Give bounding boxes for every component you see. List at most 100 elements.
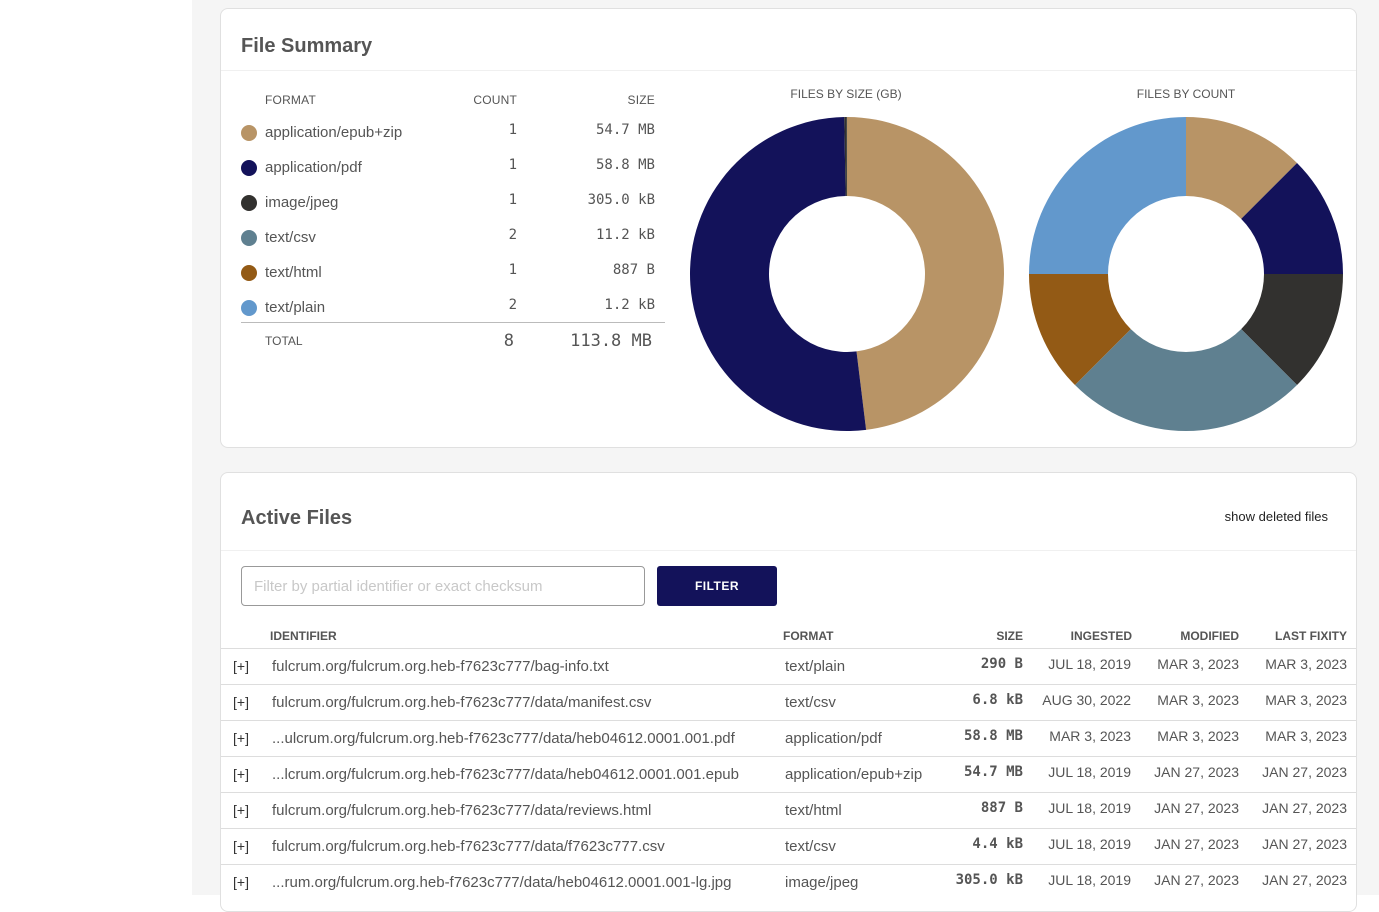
card-divider — [221, 550, 1356, 551]
ingested-column-header[interactable]: INGESTED — [1021, 629, 1132, 643]
file-identifier: ...lcrum.org/fulcrum.org.heb-f7623c777/d… — [272, 766, 739, 783]
file-format: text/csv — [785, 838, 836, 855]
file-last-fixity-date: MAR 3, 2023 — [1241, 692, 1347, 708]
file-last-fixity-date: JAN 27, 2023 — [1241, 800, 1347, 816]
file-last-fixity-date: JAN 27, 2023 — [1241, 836, 1347, 852]
file-row: [+] fulcrum.org/fulcrum.org.heb-f7623c777… — [221, 828, 1357, 864]
file-identifier: ...ulcrum.org/fulcrum.org.heb-f7623c777/… — [272, 730, 735, 747]
legend-color-dot — [241, 160, 257, 176]
files-by-count-donut-chart — [1026, 114, 1346, 434]
file-format: text/plain — [785, 658, 845, 675]
file-size: 887 B — [921, 800, 1023, 816]
show-deleted-files-link[interactable]: show deleted files — [1225, 509, 1328, 524]
file-size: 305.0 kB — [921, 872, 1023, 888]
file-ingested-date: JUL 18, 2019 — [1021, 656, 1131, 672]
size-column-header[interactable]: SIZE — [921, 629, 1023, 643]
file-ingested-date: JUL 18, 2019 — [1021, 836, 1131, 852]
files-by-size-donut-chart — [687, 114, 1007, 434]
expand-row-button[interactable]: [+] — [233, 802, 249, 818]
summary-size: 58.8 MB — [541, 157, 655, 173]
file-size: 54.7 MB — [921, 764, 1023, 780]
summary-size: 54.7 MB — [541, 122, 655, 138]
file-last-fixity-date: MAR 3, 2023 — [1241, 656, 1347, 672]
donut-slice-application-pdf[interactable] — [690, 117, 866, 431]
summary-count: 1 — [461, 157, 517, 173]
file-row: [+]fulcrum.org/fulcrum.org.heb-f7623c777… — [221, 792, 1357, 828]
file-modified-date: MAR 3, 2023 — [1131, 692, 1239, 708]
file-modified-date: JAN 27, 2023 — [1131, 872, 1239, 888]
summary-row: application/pdf 1 58.8 MB — [221, 155, 661, 190]
total-label: TOTAL — [265, 334, 303, 348]
file-last-fixity-date: MAR 3, 2023 — [1241, 728, 1347, 744]
file-format: text/csv — [785, 694, 836, 711]
left-gutter — [0, 0, 192, 895]
summary-format: application/pdf — [265, 159, 362, 176]
donut-slice-text-plain[interactable] — [1029, 117, 1186, 274]
file-size: 6.8 kB — [921, 692, 1023, 708]
file-ingested-date: JUL 18, 2019 — [1021, 764, 1131, 780]
donut-slice-application-epub-zip[interactable] — [847, 117, 1004, 430]
format-header: FORMAT — [265, 93, 316, 107]
size-chart-title: FILES BY SIZE (GB) — [686, 87, 1006, 101]
filter-button[interactable]: FILTER — [657, 566, 777, 606]
file-row: [+] ...ulcrum.org/fulcrum.org.heb-f7623c7… — [221, 720, 1357, 756]
file-size: 4.4 kB — [921, 836, 1023, 852]
expand-row-button[interactable]: [+] — [233, 838, 249, 854]
file-format: image/jpeg — [785, 874, 858, 891]
modified-column-header[interactable]: MODIFIED — [1131, 629, 1239, 643]
file-size: 58.8 MB — [921, 728, 1023, 744]
total-divider — [241, 322, 665, 323]
file-ingested-date: JUL 18, 2019 — [1021, 872, 1131, 888]
summary-size: 11.2 kB — [541, 227, 655, 243]
format-column-header[interactable]: FORMAT — [783, 629, 833, 643]
count-header: COUNT — [461, 93, 517, 107]
file-identifier: fulcrum.org/fulcrum.org.heb-f7623c777/ba… — [272, 658, 609, 675]
expand-row-button[interactable]: [+] — [233, 730, 249, 746]
active-files-card: Active Files show deleted files FILTER I… — [220, 472, 1357, 912]
file-row: [+] fulcrum.org/fulcrum.org.heb-f7623c777… — [221, 648, 1357, 684]
summary-format: text/html — [265, 264, 322, 281]
identifier-column-header[interactable]: IDENTIFIER — [270, 629, 337, 643]
legend-color-dot — [241, 125, 257, 141]
file-modified-date: JAN 27, 2023 — [1131, 764, 1239, 780]
file-format: application/epub+zip — [785, 766, 922, 783]
summary-count: 2 — [461, 297, 517, 313]
total-count: 8 — [461, 331, 514, 351]
file-last-fixity-date: JAN 27, 2023 — [1241, 872, 1347, 888]
legend-color-dot — [241, 230, 257, 246]
summary-count: 1 — [461, 262, 517, 278]
file-format: text/html — [785, 802, 842, 819]
active-files-title: Active Files — [241, 507, 352, 530]
summary-format: text/plain — [265, 299, 325, 316]
summary-count: 1 — [461, 192, 517, 208]
file-modified-date: MAR 3, 2023 — [1131, 656, 1239, 672]
file-identifier: fulcrum.org/fulcrum.org.heb-f7623c777/da… — [272, 838, 665, 855]
legend-color-dot — [241, 300, 257, 316]
legend-color-dot — [241, 195, 257, 211]
file-identifier: ...rum.org/fulcrum.org.heb-f7623c777/dat… — [272, 874, 731, 891]
file-size: 290 B — [921, 656, 1023, 672]
expand-row-button[interactable]: [+] — [233, 694, 249, 710]
summary-format: application/epub+zip — [265, 124, 402, 141]
size-header: SIZE — [541, 93, 655, 107]
file-ingested-date: MAR 3, 2023 — [1021, 728, 1131, 744]
summary-format: image/jpeg — [265, 194, 338, 211]
file-row: [+]fulcrum.org/fulcrum.org.heb-f7623c777… — [221, 684, 1357, 720]
last-fixity-column-header[interactable]: LAST FIXITY — [1241, 629, 1347, 643]
file-summary-card: File Summary FORMAT COUNT SIZE applicati… — [220, 8, 1357, 448]
file-ingested-date: JUL 18, 2019 — [1021, 800, 1131, 816]
summary-format: text/csv — [265, 229, 316, 246]
expand-row-button[interactable]: [+] — [233, 874, 249, 890]
file-modified-date: JAN 27, 2023 — [1131, 800, 1239, 816]
expand-row-button[interactable]: [+] — [233, 658, 249, 674]
legend-color-dot — [241, 265, 257, 281]
file-row: [+] ...lcrum.org/fulcrum.org.heb-f7623c77… — [221, 756, 1357, 792]
file-last-fixity-date: JAN 27, 2023 — [1241, 764, 1347, 780]
expand-row-button[interactable]: [+] — [233, 766, 249, 782]
filter-input[interactable] — [241, 566, 645, 606]
